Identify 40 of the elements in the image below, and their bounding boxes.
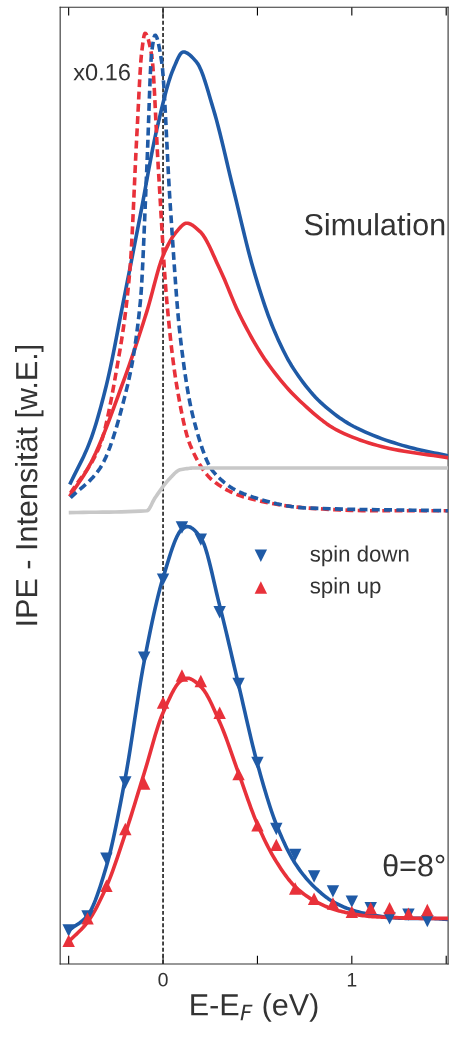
point — [326, 885, 340, 898]
point — [232, 767, 245, 781]
legend-label: spin down — [310, 545, 409, 567]
point — [326, 897, 340, 910]
point — [175, 521, 189, 534]
point — [288, 882, 302, 895]
point — [270, 822, 283, 836]
point — [156, 696, 170, 709]
point — [100, 879, 113, 893]
point — [194, 533, 208, 546]
annotation: θ=8° — [383, 854, 445, 877]
point — [62, 934, 75, 947]
point — [62, 924, 75, 937]
point — [213, 605, 226, 619]
point — [100, 852, 113, 866]
point — [175, 669, 189, 682]
x-axis-title: E-E$_{F}$ (eV) — [191, 993, 318, 1022]
point — [288, 848, 302, 862]
point — [194, 674, 208, 688]
point — [119, 822, 132, 836]
point — [307, 892, 321, 906]
point — [270, 838, 283, 852]
point — [307, 870, 321, 883]
x-tick-label: 0 — [158, 972, 168, 987]
x-tick-label: 1 — [347, 973, 357, 987]
point — [213, 706, 226, 719]
point — [232, 677, 245, 691]
point — [251, 756, 264, 770]
point — [345, 905, 359, 919]
point — [421, 903, 434, 917]
point — [345, 895, 359, 908]
annotation: Simulation — [304, 213, 445, 236]
point — [383, 901, 396, 915]
point — [156, 573, 170, 586]
point — [137, 651, 151, 664]
point — [119, 776, 132, 789]
y-axis-title: IPE - Intensität [w.E.] — [15, 345, 44, 625]
point — [251, 819, 264, 832]
legend-label: spin up — [310, 577, 381, 598]
annotation: x0.16 — [73, 63, 130, 81]
